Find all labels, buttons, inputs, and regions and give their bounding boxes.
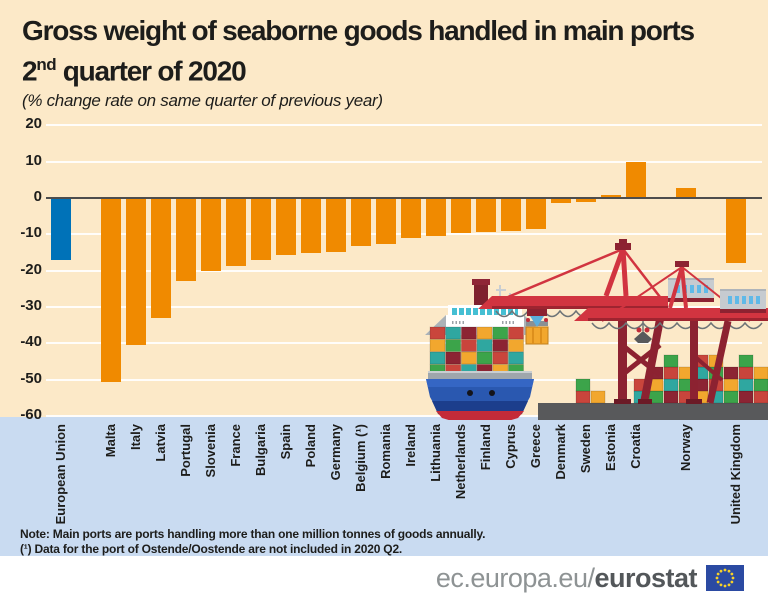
quay-container-stacks <box>575 354 768 404</box>
footer: ec.europa.eu/eurostat <box>0 556 768 600</box>
header: Gross weight of seaborne goods handled i… <box>22 14 752 111</box>
footnote-line2: (¹) Data for the port of Ostende/Oostend… <box>20 542 403 556</box>
footer-link[interactable]: ec.europa.eu/eurostat <box>435 562 698 594</box>
gantry-crane-icon <box>574 261 768 404</box>
eu-flag-icon <box>706 565 744 591</box>
footnote-line1: Note: Main ports are ports handling more… <box>20 527 486 541</box>
ship-deck-containers <box>429 326 524 377</box>
container-ship-icon <box>425 279 545 420</box>
page-title-line1: Gross weight of seaborne goods handled i… <box>22 15 695 46</box>
page-title-line2: 2nd quarter of 2020 <box>22 55 247 87</box>
footer-url-prefix: ec.europa.eu/ <box>435 562 595 593</box>
footer-url-brand: eurostat <box>594 562 697 593</box>
chart-subtitle: (% change rate on same quarter of previo… <box>22 91 383 111</box>
footnote: Note: Main ports are ports handling more… <box>20 527 485 557</box>
container-port-illustration <box>425 239 768 420</box>
label-strip <box>0 417 768 556</box>
quay-platform <box>538 403 768 420</box>
